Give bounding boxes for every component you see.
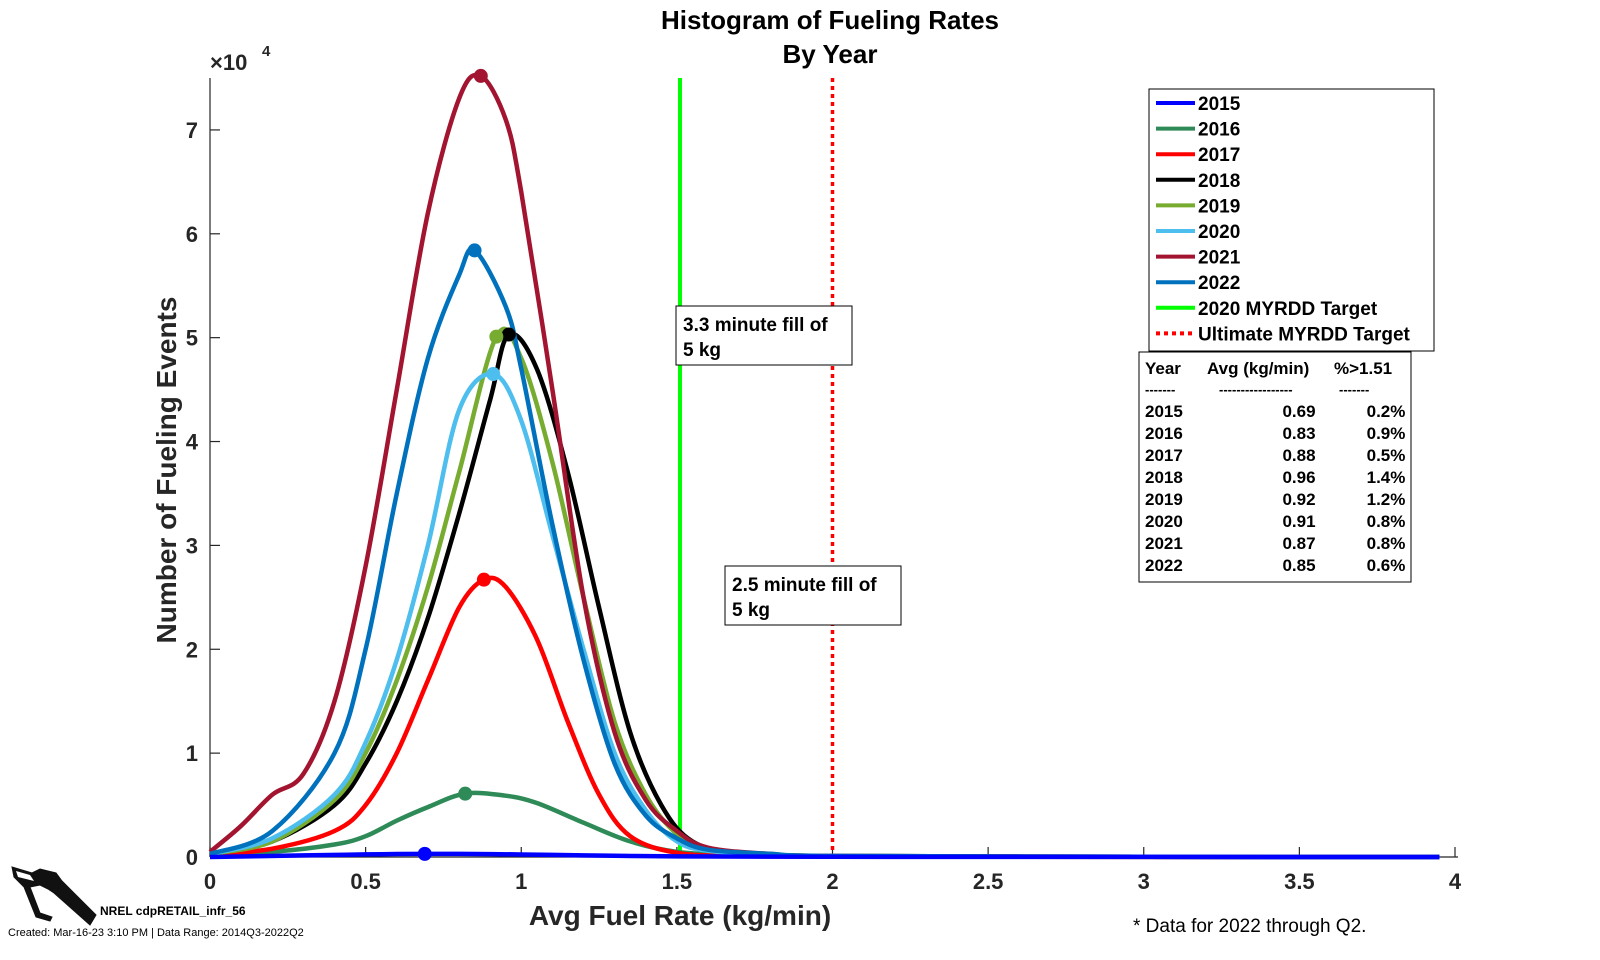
table-cell: 0.2%: [1367, 402, 1406, 421]
table-cell: 0.87: [1282, 534, 1315, 553]
table-cell: 0.8%: [1367, 534, 1406, 553]
annotation-3-3-minute: 3.3 minute fill of 5 kg: [675, 305, 853, 366]
y-exponent-power: 4: [262, 43, 271, 60]
table-cell: 0.88: [1282, 446, 1315, 465]
table-cell: 0.85: [1282, 556, 1315, 575]
series-peak-marker-2016: [458, 786, 473, 801]
series-peak-marker-2015: [417, 846, 432, 861]
table-cell: 2016: [1145, 424, 1183, 443]
y-exponent-base: ×10: [210, 50, 247, 75]
y-tick-label: 4: [186, 430, 199, 455]
x-tick-label: 2: [826, 869, 838, 894]
legend-label: 2018: [1198, 171, 1240, 192]
y-exponent-label: ×10 4: [210, 43, 271, 75]
legend-label: 2017: [1198, 145, 1240, 166]
table-cell: 0.5%: [1367, 446, 1406, 465]
table-cell: 2019: [1145, 490, 1183, 509]
table-cell: 0.91: [1282, 512, 1315, 531]
y-tick-label: 0: [186, 845, 198, 870]
table-cell: 0.83: [1282, 424, 1315, 443]
chart-title-line-1: Histogram of Fueling Rates: [661, 5, 999, 35]
annotation-text-line-1: 3.3 minute fill of: [683, 315, 828, 336]
series-peak-marker-2019: [489, 329, 504, 344]
legend-label: 2020 MYRDD Target: [1198, 299, 1378, 320]
series-line-2016: [209, 790, 1440, 860]
x-tick-label: 3: [1138, 869, 1150, 894]
chart-id-label: NREL cdpRETAIL_infr_56: [100, 904, 246, 918]
table-header: %>1.51: [1334, 359, 1392, 378]
table-cell: 1.4%: [1367, 468, 1406, 487]
y-tick-label: 6: [186, 222, 198, 247]
legend-label: 2021: [1198, 248, 1241, 269]
table-cell: 0.9%: [1367, 424, 1406, 443]
legend-label: Ultimate MYRDD Target: [1198, 324, 1411, 345]
y-tick-label: 3: [186, 533, 198, 558]
table-cell: 0.69: [1282, 402, 1315, 421]
annotation-box: [724, 565, 902, 626]
y-axis-label: Number of Fueling Events: [151, 297, 182, 644]
annotation-box: [675, 305, 853, 366]
table-cell: 2021: [1145, 534, 1183, 553]
legend-label: 2015: [1198, 94, 1241, 115]
legend-box: [1148, 88, 1435, 352]
table-separator: -------: [1145, 382, 1175, 397]
created-label: Created: Mar-16-23 3:10 PM | Data Range:…: [8, 927, 304, 939]
series-line-2015: [209, 851, 1440, 860]
legend-label: 2016: [1198, 120, 1240, 141]
series-peak-marker-2017: [476, 572, 491, 587]
x-tick-label: 0.5: [350, 869, 381, 894]
table-cell: 2015: [1145, 402, 1183, 421]
x-tick-label: 0: [204, 869, 216, 894]
table-separator: -------: [1339, 382, 1369, 397]
table-cell: 0.92: [1282, 490, 1315, 509]
table-separator: -----------------: [1219, 382, 1293, 397]
series-peak-marker-2022: [467, 243, 482, 258]
legend-label: 2020: [1198, 222, 1240, 243]
annotation-text-line-1: 2.5 minute fill of: [732, 575, 877, 596]
table-cell: 2020: [1145, 512, 1183, 531]
chart-title-line-2: By Year: [783, 39, 878, 69]
series-peak-marker-2020: [486, 367, 501, 382]
x-tick-label: 3.5: [1284, 869, 1315, 894]
legend-label: 2022: [1198, 273, 1240, 294]
table-header: Avg (kg/min): [1207, 359, 1309, 378]
table-cell: 1.2%: [1367, 490, 1406, 509]
table-header: Year: [1145, 359, 1181, 378]
annotation-text-line-2: 5 kg: [683, 340, 721, 361]
table-cell: 0.96: [1282, 468, 1315, 487]
series-peak-marker-2018: [501, 327, 516, 342]
fuel-nozzle-logo: [11, 866, 97, 926]
table-cell: 0.8%: [1367, 512, 1406, 531]
series-peak-marker-2021: [473, 68, 488, 83]
x-tick-label: 1.5: [662, 869, 693, 894]
table-cell: 2018: [1145, 468, 1183, 487]
x-tick-label: 4: [1449, 869, 1462, 894]
x-tick-label: 1: [515, 869, 527, 894]
legend-label: 2019: [1198, 196, 1240, 217]
x-tick-label: 2.5: [973, 869, 1004, 894]
table-cell: 0.6%: [1367, 556, 1406, 575]
legend: 2015 2016 2017 2018 2019 2020 2021 2022 2020 MYR…: [1148, 88, 1435, 352]
summary-table-box: [1138, 351, 1412, 583]
summary-table: Year Avg (kg/min) %>1.51------- -----------…: [1138, 351, 1412, 583]
plot-area: 0 0.5 1 1.5 2 2.5 3 3.5 4 0 1 2 3 4 5 6 7: [186, 68, 1462, 894]
y-tick-label: 5: [186, 326, 198, 351]
chart-title: Histogram of Fueling Rates By Year: [661, 5, 999, 69]
x-axis-label: Avg Fuel Rate (kg/min): [529, 900, 831, 931]
table-cell: 2022: [1145, 556, 1183, 575]
annotation-2-5-minute: 2.5 minute fill of 5 kg: [724, 565, 902, 626]
data-footnote: * Data for 2022 through Q2.: [1133, 916, 1366, 937]
y-tick-label: 1: [186, 741, 198, 766]
y-tick-label: 7: [186, 118, 198, 143]
y-tick-label: 2: [186, 637, 198, 662]
table-cell: 2017: [1145, 446, 1183, 465]
annotation-text-line-2: 5 kg: [732, 600, 770, 621]
